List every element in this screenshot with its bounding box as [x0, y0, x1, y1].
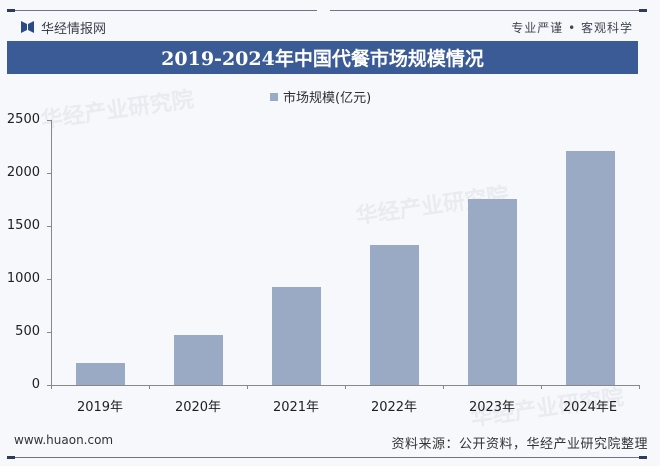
top-rule-left	[7, 10, 317, 11]
y-tick-label: 1500	[6, 218, 40, 233]
title-bar-left	[7, 41, 318, 74]
y-tick	[47, 385, 51, 386]
bottom-cap-right	[639, 456, 647, 459]
x-tick	[51, 385, 52, 389]
title-bar-right	[318, 41, 638, 74]
y-tick-label: 500	[15, 324, 40, 339]
brand-name: 华经情报网	[41, 21, 107, 37]
source-note: 资料来源：公开资料，华经产业研究院整理	[391, 437, 648, 452]
website-link[interactable]: www.huaon.com	[14, 433, 114, 447]
legend-swatch	[270, 92, 278, 101]
x-tick	[541, 385, 542, 389]
legend: 市场规模(亿元)	[270, 87, 371, 106]
bar	[369, 244, 419, 385]
y-tick	[47, 173, 51, 174]
y-tick	[47, 120, 51, 121]
x-tick	[247, 385, 248, 389]
x-tick-label: 2023年	[468, 400, 516, 415]
chart-title: 2019-2024年中国代餐市场规模情况	[161, 48, 484, 70]
y-tick	[47, 332, 51, 333]
x-tick	[639, 385, 640, 389]
top-rule-right	[330, 10, 647, 11]
y-tick-label: 1000	[6, 271, 40, 286]
x-tick-label: 2021年	[272, 400, 320, 415]
brand: 华经情报网	[21, 18, 106, 37]
x-tick-label: 2024年E	[562, 400, 618, 415]
rule-cap-left	[7, 9, 15, 12]
bar	[565, 150, 615, 385]
x-tick	[443, 385, 444, 389]
x-tick	[149, 385, 150, 389]
bar	[75, 363, 125, 385]
x-tick	[345, 385, 346, 389]
bar	[271, 286, 321, 385]
bar	[467, 198, 517, 385]
y-axis	[51, 120, 52, 385]
header: 华经情报网 专业严谨 • 客观科学	[7, 14, 639, 40]
bottom-rule	[7, 457, 647, 458]
bottom-cap-left	[7, 456, 15, 459]
y-tick-label: 2500	[6, 112, 40, 127]
bar	[173, 334, 223, 385]
x-tick-label: 2022年	[370, 400, 418, 415]
huajing-logo-icon	[21, 21, 35, 33]
y-tick	[47, 226, 51, 227]
x-tick-label: 2019年	[76, 400, 124, 415]
y-tick-label: 0	[31, 377, 40, 392]
y-tick-label: 2000	[6, 165, 40, 180]
legend-label: 市场规模(亿元)	[283, 91, 372, 106]
y-tick	[47, 279, 51, 280]
x-tick-label: 2020年	[174, 400, 222, 415]
rule-cap-right	[639, 9, 647, 12]
slogan: 专业严谨 • 客观科学	[511, 20, 633, 35]
